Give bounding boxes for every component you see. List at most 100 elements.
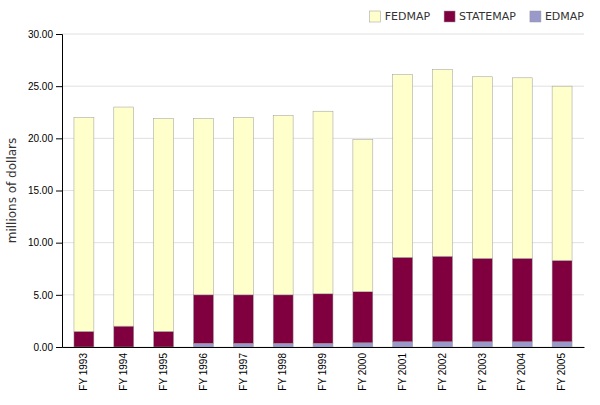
bar	[154, 119, 174, 332]
x-tick: FY 2001	[397, 347, 408, 391]
y-tick: 20.00	[28, 133, 62, 144]
y-tick: 25.00	[28, 81, 62, 92]
y-tick: 30.00	[28, 29, 62, 40]
bar	[193, 119, 213, 295]
bar	[433, 69, 453, 256]
bar	[552, 260, 572, 341]
x-tick-label: FY 1995	[158, 353, 169, 391]
x-tick-label: FY 1996	[198, 353, 209, 391]
bar	[472, 77, 492, 259]
bar	[114, 326, 134, 347]
y-tick: 5.00	[34, 290, 62, 301]
legend-swatch	[530, 11, 541, 22]
y-tick-mark	[56, 34, 62, 35]
y-tick-label: 15.00	[28, 185, 53, 196]
y-tick-mark	[56, 86, 62, 87]
x-tick: FY 2000	[357, 347, 368, 391]
x-tick: FY 2003	[477, 347, 488, 391]
x-tick: FY 1997	[238, 347, 249, 391]
y-tick: 10.00	[28, 237, 62, 248]
bar	[393, 257, 413, 342]
bar	[512, 78, 532, 258]
bar	[512, 258, 532, 341]
bar	[233, 343, 253, 347]
bar	[313, 294, 333, 344]
x-tick: FY 2004	[516, 347, 527, 391]
y-tick-mark	[56, 138, 62, 139]
y-axis-title: millions of dollars	[5, 138, 19, 244]
y-axis-line	[56, 35, 63, 348]
bar	[353, 343, 373, 347]
x-tick: FY 2005	[556, 347, 567, 391]
bar	[74, 331, 94, 347]
x-tick-label: FY 2004	[516, 353, 527, 391]
y-tick-label: 20.00	[28, 133, 53, 144]
bar	[154, 331, 174, 347]
x-tick-label: FY 1999	[317, 353, 328, 391]
bar	[273, 295, 293, 344]
x-tick-label: FY 2003	[477, 353, 488, 391]
bar	[233, 117, 253, 294]
x-tick-label: FY 2002	[437, 353, 448, 391]
y-tick-label: 0.00	[34, 342, 54, 353]
bar	[393, 342, 413, 347]
bar	[353, 139, 373, 291]
x-tick-label: FY 1998	[277, 353, 288, 391]
legend-label: FEDMAP	[385, 10, 431, 23]
series-2	[74, 69, 572, 331]
grid	[62, 34, 584, 347]
bar	[393, 75, 413, 258]
bar	[193, 295, 213, 344]
x-tick-label: FY 2000	[357, 353, 368, 391]
legend-item: FEDMAP	[370, 10, 431, 23]
y-tick-mark	[56, 347, 62, 348]
x-tick: FY 1993	[78, 347, 89, 391]
y-tick-mark	[56, 243, 62, 244]
x-tick-label: FY 2005	[556, 353, 567, 391]
y-tick: 0.00	[34, 342, 62, 353]
x-tick: FY 1994	[118, 347, 129, 391]
bar	[233, 295, 253, 344]
bar	[193, 343, 213, 347]
bar	[552, 342, 572, 347]
y-tick-label: 10.00	[28, 237, 53, 248]
legend-swatch	[444, 11, 455, 22]
x-tick: FY 1999	[317, 347, 328, 391]
plot: 0.00 5.00 10.00 15.00 20.00 25.00 30.00 FY 1993…	[28, 29, 585, 391]
bar	[472, 258, 492, 341]
bar	[433, 256, 453, 342]
bar	[433, 342, 453, 347]
bar	[74, 117, 94, 331]
y-tick-label: 25.00	[28, 81, 53, 92]
bar	[552, 86, 572, 260]
x-tick-label: FY 1993	[78, 353, 89, 391]
y-tick-label: 30.00	[28, 29, 53, 40]
bar	[313, 343, 333, 347]
y-tick-mark	[56, 191, 62, 192]
y-axis: 0.00 5.00 10.00 15.00 20.00 25.00 30.00	[28, 29, 63, 353]
bar	[313, 111, 333, 294]
x-tick: FY 2002	[437, 347, 448, 391]
y-tick: 15.00	[28, 185, 62, 196]
legend-swatch	[370, 11, 381, 22]
x-tick: FY 1996	[198, 347, 209, 391]
x-tick: FY 1998	[277, 347, 288, 391]
bar	[512, 342, 532, 347]
bar	[353, 292, 373, 343]
x-axis: FY 1993 FY 1994 FY 1995 FY 1996 FY 1997 FY 19…	[63, 347, 585, 391]
bars	[74, 69, 572, 347]
grid-line	[62, 34, 584, 35]
legend-item: EDMAP	[530, 10, 584, 23]
chart: 0.00 5.00 10.00 15.00 20.00 25.00 30.00 FY 1993…	[0, 0, 600, 405]
x-tick: FY 1995	[158, 347, 169, 391]
bar	[114, 107, 134, 326]
grid-line	[62, 86, 584, 87]
y-tick-label: 5.00	[34, 290, 54, 301]
bar	[472, 342, 492, 347]
legend-label: STATEMAP	[459, 10, 516, 23]
x-tick-label: FY 1997	[238, 353, 249, 391]
bar	[273, 343, 293, 347]
bar	[273, 115, 293, 294]
y-tick-mark	[56, 295, 62, 296]
x-tick-label: FY 1994	[118, 353, 129, 391]
